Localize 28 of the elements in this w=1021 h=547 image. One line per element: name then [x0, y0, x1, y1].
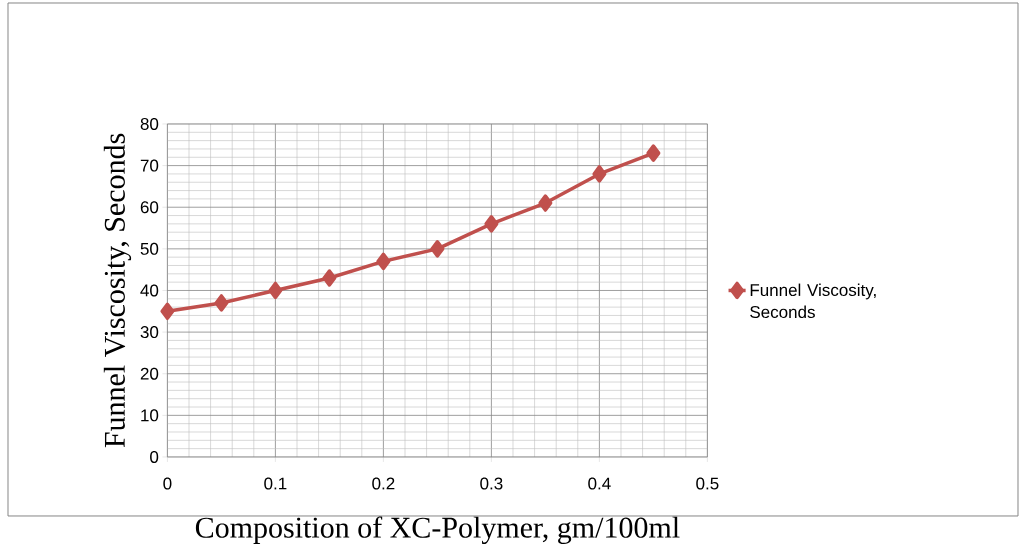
- point: [430, 239, 445, 258]
- x-tick-label: 0: [163, 477, 172, 490]
- point: [484, 214, 499, 233]
- y-tick-label: 30: [140, 325, 159, 338]
- point: [322, 269, 337, 287]
- x-axis-title: Composition of XC-Polymer, gm/100ml: [195, 516, 680, 544]
- y-tick-label: 80: [140, 117, 159, 130]
- point: [376, 252, 391, 270]
- y-tick-label: 10: [141, 409, 159, 422]
- x-tick-label: 0.3: [480, 477, 503, 490]
- y-tick-label: 0: [150, 450, 159, 463]
- point: [592, 165, 607, 183]
- y-tick-label: 20: [140, 367, 159, 380]
- point: [160, 302, 175, 320]
- y-tick-label: 60: [140, 201, 159, 214]
- x-tick-label: 0.4: [588, 477, 611, 490]
- point: [268, 281, 283, 300]
- x-tick-label: 0.1: [264, 477, 287, 490]
- x-tick-label: 0.5: [696, 477, 719, 490]
- point: [214, 294, 229, 312]
- x-tick-label: 0.2: [372, 477, 395, 490]
- y-tick-label: 40: [140, 284, 159, 297]
- point: [646, 144, 661, 162]
- legend-label: Funnel Viscosity, Seconds: [750, 283, 876, 318]
- y-axis-title: Funnel Viscosity, Seconds: [103, 133, 132, 448]
- y-tick-label: 70: [140, 159, 159, 172]
- point: [538, 194, 553, 212]
- y-tick-label: 50: [140, 242, 159, 255]
